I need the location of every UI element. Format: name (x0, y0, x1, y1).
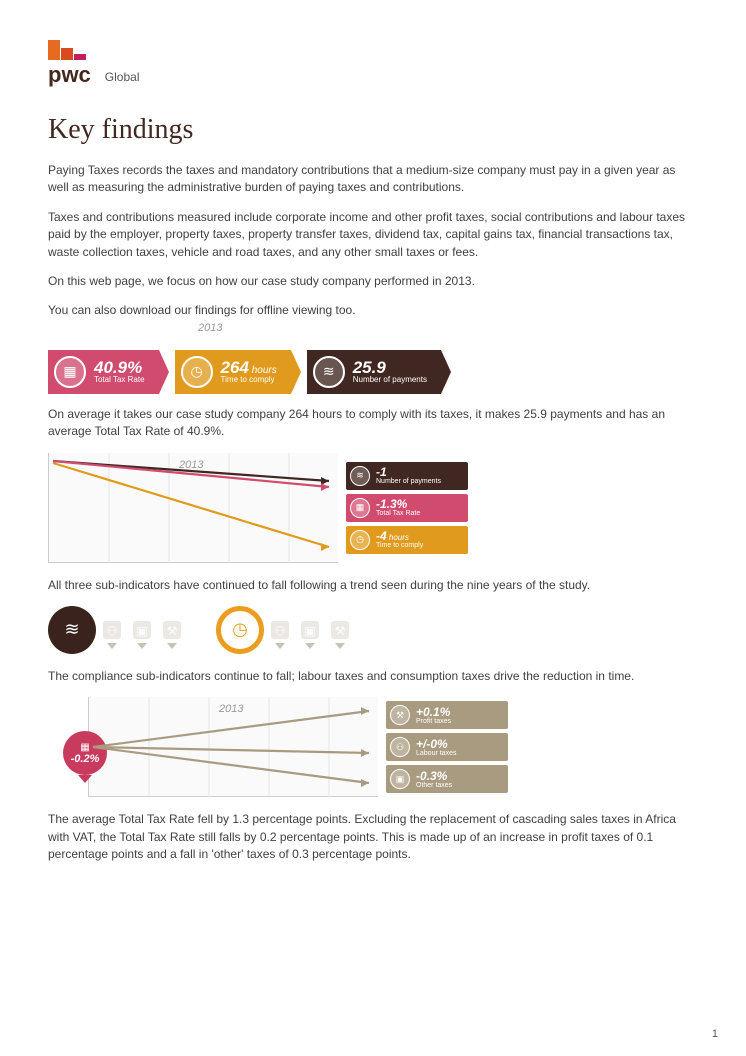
trend-chart: 2013 (48, 453, 338, 563)
bag-icon: ▣ (390, 769, 410, 789)
logo-bar (48, 40, 60, 60)
trend-summary: All three sub-indicators have continued … (48, 577, 698, 594)
page-number: 1 (712, 1028, 718, 1040)
header: pwc Global (48, 40, 698, 88)
clock-icon: ◷ (181, 356, 213, 388)
coins-icon: ≋ (313, 356, 345, 388)
metric-tag: ◷ -4 hours Time to comply (346, 526, 468, 554)
tag-value: -4 hours (376, 530, 423, 542)
metric-tag: ⚇ +/-0% Labour taxes (386, 733, 508, 761)
clock-icon: ◷ (216, 606, 264, 654)
people-icon: ⚇ (98, 613, 126, 647)
intro-paragraph: Taxes and contributions measured include… (48, 209, 698, 261)
tag-label: Time to comply (376, 542, 423, 549)
kpi-ribbon: ◷ 264 hours Time to comply (175, 350, 291, 394)
tag-label: Other taxes (416, 782, 452, 789)
kpi-value: 264 hours (221, 359, 277, 376)
kpi-label: Total Tax Rate (94, 376, 145, 385)
intro-paragraph: You can also download our findings for o… (48, 302, 698, 319)
kpi-value: 25.9 (353, 359, 427, 376)
factory-icon: ⚒ (390, 705, 410, 725)
calc-icon: ▦ (350, 498, 370, 518)
trend-tags: ≋ -1 Number of payments ▦ -1.3% Total Tax… (346, 462, 468, 554)
logo: pwc (48, 40, 91, 88)
kpi-summary: On average it takes our case study compa… (48, 406, 698, 441)
page-title: Key findings (48, 114, 698, 146)
year-label: 2013 (198, 322, 222, 334)
tag-value: -0.3% (416, 770, 452, 782)
kpi-label: Number of payments (353, 376, 427, 385)
metric-tag: ≋ -1 Number of payments (346, 462, 468, 490)
tag-value: +0.1% (416, 706, 451, 718)
split-chart-block: 2013 ▦ -0.2% #start-badge::after{border-… (88, 697, 698, 797)
calc-icon: ▦ (54, 356, 86, 388)
tag-label: Labour taxes (416, 750, 456, 757)
trend-chart-block: 2013 ≋ -1 Number of payments ▦ -1.3% Tota… (48, 453, 698, 563)
factory-icon: ⚒ (158, 613, 186, 647)
clock-icon: ◷ (350, 530, 370, 550)
logo-bar (61, 48, 73, 60)
tag-label: Profit taxes (416, 718, 451, 725)
kpi-ribbon: ▦ 40.9% Total Tax Rate (48, 350, 159, 394)
tag-label: Total Tax Rate (376, 510, 420, 517)
factory-icon: ⚒ (326, 613, 354, 647)
metric-tag: ⚒ +0.1% Profit taxes (386, 701, 508, 729)
tag-value: -1.3% (376, 498, 420, 510)
people-icon: ⚇ (266, 613, 294, 647)
logo-bar (74, 54, 86, 60)
kpi-value: 40.9% (94, 359, 145, 376)
svg-text:⚇: ⚇ (107, 624, 118, 638)
kpi-ribbon-row: 2013 ▦ 40.9% Total Tax Rate◷ 264 hours T… (48, 332, 698, 394)
coins-icon: ≋ (48, 606, 96, 654)
svg-text:▣: ▣ (136, 624, 147, 638)
svg-text:▣: ▣ (304, 624, 315, 638)
tag-value: -1 (376, 466, 441, 478)
logo-text: pwc (48, 62, 91, 88)
tag-value: +/-0% (416, 738, 456, 750)
bag-icon: ▣ (128, 613, 156, 647)
bag-icon: ▣ (296, 613, 324, 647)
tag-label: Number of payments (376, 478, 441, 485)
region-label: Global (105, 70, 140, 84)
coins-icon: ≋ (350, 466, 370, 486)
icon-strip: ≋ ⚇ ▣ ⚒ ◷ ⚇ ▣ ⚒ (48, 606, 698, 654)
kpi-label: Time to comply (221, 376, 277, 385)
people-icon: ⚇ (390, 737, 410, 757)
metric-tag: ▦ -1.3% Total Tax Rate (346, 494, 468, 522)
split-tags: ⚒ +0.1% Profit taxes ⚇ +/-0% Labour taxes… (386, 701, 508, 793)
intro-paragraph: Paying Taxes records the taxes and manda… (48, 162, 698, 197)
kpi-ribbon: ≋ 25.9 Number of payments (307, 350, 441, 394)
svg-text:⚒: ⚒ (335, 624, 346, 638)
svg-text:⚇: ⚇ (275, 624, 286, 638)
split-chart: 2013 ▦ -0.2% #start-badge::after{border-… (88, 697, 378, 797)
metric-tag: ▣ -0.3% Other taxes (386, 765, 508, 793)
intro-paragraph: On this web page, we focus on how our ca… (48, 273, 698, 290)
split-summary: The average Total Tax Rate fell by 1.3 p… (48, 811, 698, 863)
svg-text:⚒: ⚒ (167, 624, 178, 638)
strip-summary: The compliance sub-indicators continue t… (48, 668, 698, 685)
